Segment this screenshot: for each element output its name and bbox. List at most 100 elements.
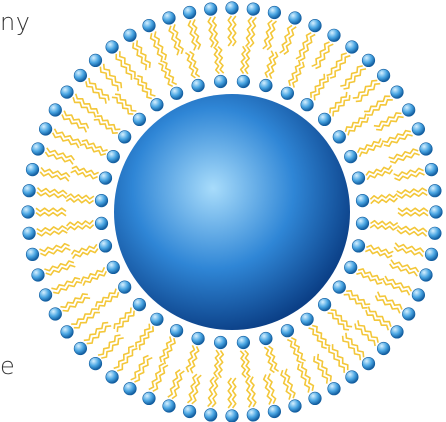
outer-lipid-tail — [381, 129, 411, 143]
outer-lipid-head — [308, 18, 322, 33]
outer-lipid-tail — [394, 242, 425, 253]
inner-lipid-tail — [244, 46, 251, 75]
outer-lipid-tail — [73, 311, 100, 329]
outer-lipid-head — [22, 226, 36, 240]
outer-lipid-tail — [86, 325, 112, 345]
outer-lipid-tail — [227, 15, 233, 47]
inner-lipid-tail — [80, 266, 106, 282]
aqueous-core — [114, 94, 350, 330]
outer-lipid-head — [48, 307, 62, 321]
outer-lipid-head — [162, 11, 176, 25]
inner-lipid-tail — [264, 50, 275, 78]
outer-lipid-tail — [295, 31, 312, 60]
outer-lipid-tail — [35, 207, 67, 213]
inner-lipid-tail — [358, 142, 384, 158]
outer-lipid-tail — [40, 247, 71, 257]
outer-lipid-tail — [231, 377, 237, 409]
outer-lipid-head — [327, 28, 341, 42]
outer-lipid-tail — [299, 33, 316, 62]
outer-lipid-tail — [102, 63, 123, 89]
outer-lipid-tail — [364, 95, 391, 113]
inner-lipid-head — [351, 171, 366, 185]
inner-lipid-tail — [189, 50, 201, 78]
outer-lipid-tail — [394, 171, 425, 182]
outer-lipid-head — [183, 404, 197, 419]
outer-lipid-tail — [340, 65, 363, 87]
inner-lipid-tail — [370, 197, 398, 205]
outer-lipid-tail — [35, 211, 67, 217]
outer-lipid-tail — [153, 31, 167, 61]
inner-lipid-head — [191, 78, 205, 93]
inner-lipid-tail — [71, 165, 100, 176]
outer-lipid-tail — [245, 376, 253, 408]
inner-lipid-tail — [288, 59, 301, 87]
inner-lipid-tail — [158, 62, 174, 88]
inner-lipid-tail — [268, 345, 280, 373]
outer-lipid-tail — [74, 93, 99, 115]
outer-lipid-tail — [267, 373, 277, 404]
inner-lipid-tail — [286, 338, 302, 364]
outer-lipid-tail — [132, 42, 148, 71]
inner-lipid-tail — [344, 113, 367, 133]
outer-lipid-head — [73, 341, 87, 356]
outer-lipid-head — [38, 122, 53, 136]
inner-lipid-head — [300, 98, 314, 112]
inner-lipid-head — [344, 150, 358, 164]
outer-lipid-tail — [152, 364, 169, 393]
inner-lipid-tail — [347, 117, 370, 136]
inner-lipid-tail — [332, 94, 351, 117]
outer-lipid-tail — [396, 191, 428, 199]
outer-lipid-tail — [36, 191, 68, 199]
inner-lipid-tail — [366, 169, 394, 181]
inner-lipid-tail — [96, 115, 121, 131]
outer-lipid-head — [204, 408, 218, 422]
outer-lipid-tail — [60, 293, 88, 309]
inner-lipid-tail — [65, 197, 94, 205]
outer-lipid-tail — [389, 263, 418, 277]
outer-lipid-tail — [101, 337, 124, 359]
inner-lipid-tail — [217, 350, 225, 379]
inner-lipid-tail — [213, 46, 220, 75]
outer-lipid-tail — [315, 43, 334, 70]
outer-lipid-tail — [283, 26, 297, 55]
outer-lipid-tail — [191, 374, 202, 405]
outer-lipid-tail — [134, 356, 153, 383]
inner-lipid-head — [280, 86, 295, 100]
inner-lipid-tail — [356, 272, 383, 285]
inner-lipid-tail — [114, 93, 137, 112]
outer-lipid-tail — [393, 246, 424, 258]
outer-lipid-tail — [211, 376, 219, 408]
inner-lipid-tail — [327, 312, 350, 331]
outer-lipid-tail — [365, 309, 390, 331]
outer-lipid-tail — [36, 229, 68, 237]
inner-lipid-head — [318, 112, 332, 126]
inner-lipid-tail — [113, 307, 132, 330]
inner-lipid-tail — [311, 324, 331, 347]
inner-lipid-tail — [135, 323, 151, 348]
outer-lipid-head — [22, 184, 36, 198]
outer-lipid-tail — [396, 187, 428, 195]
inner-lipid-tail — [329, 91, 348, 114]
outer-lipid-tail — [393, 167, 424, 177]
inner-lipid-head — [191, 331, 205, 346]
outer-lipid-tail — [352, 79, 378, 99]
outer-lipid-head — [88, 53, 103, 68]
inner-lipid-tail — [185, 344, 196, 373]
outer-lipid-head — [204, 2, 218, 16]
outer-lipid-tail — [36, 225, 68, 233]
outer-lipid-tail — [171, 370, 185, 400]
inner-lipid-tail — [263, 346, 275, 374]
inner-lipid-tail — [159, 336, 172, 363]
outer-lipid-head — [142, 18, 156, 33]
outer-lipid-tail — [207, 376, 215, 408]
outer-lipid-tail — [313, 356, 329, 384]
inner-lipid-head — [355, 216, 370, 230]
text-fragment-bottom: e — [0, 352, 16, 380]
inner-lipid-tail — [308, 327, 327, 350]
outer-lipid-tail — [383, 133, 413, 147]
outer-lipid-tail — [262, 374, 273, 405]
inner-lipid-head — [351, 239, 366, 253]
inner-lipid-tail — [71, 248, 99, 260]
inner-lipid-tail — [79, 143, 107, 156]
